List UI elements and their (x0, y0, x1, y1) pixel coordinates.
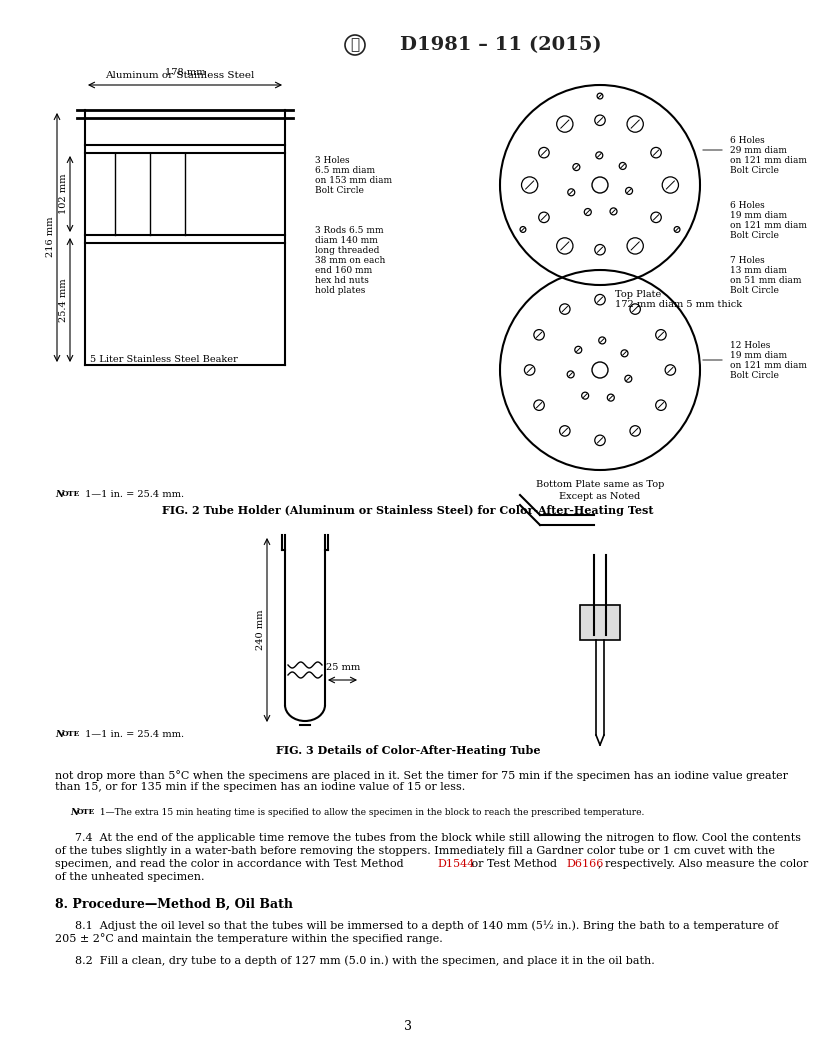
Text: OTE: OTE (62, 730, 80, 738)
Text: 1—1 in. = 25.4 mm.: 1—1 in. = 25.4 mm. (82, 490, 184, 499)
Text: on 121 mm diam: on 121 mm diam (730, 361, 807, 370)
Text: 7.4  At the end of the applicable time remove the tubes from the block while sti: 7.4 At the end of the applicable time re… (75, 833, 801, 843)
Text: of the unheated specimen.: of the unheated specimen. (55, 872, 205, 882)
Text: 3 Rods 6.5 mm: 3 Rods 6.5 mm (315, 226, 384, 235)
Text: 29 mm diam: 29 mm diam (730, 146, 787, 155)
Text: 6.5 mm diam: 6.5 mm diam (315, 166, 375, 175)
Text: , respectively. Also measure the color: , respectively. Also measure the color (598, 859, 809, 869)
Text: 5 Liter Stainless Steel Beaker: 5 Liter Stainless Steel Beaker (90, 355, 237, 364)
Text: Ⓐ: Ⓐ (350, 38, 360, 53)
Text: Bolt Circle: Bolt Circle (730, 371, 779, 380)
Text: 8.1  Adjust the oil level so that the tubes will be immersed to a depth of 140 m: 8.1 Adjust the oil level so that the tub… (75, 920, 778, 930)
Text: 12 Holes: 12 Holes (730, 341, 770, 350)
Text: Top Plate: Top Plate (615, 290, 661, 299)
Text: 8.2  Fill a clean, dry tube to a depth of 127 mm (5.0 in.) with the specimen, an: 8.2 Fill a clean, dry tube to a depth of… (75, 955, 654, 965)
Text: hold plates: hold plates (315, 286, 366, 295)
Text: 172 mm diam 5 mm thick: 172 mm diam 5 mm thick (615, 300, 742, 309)
Text: end 160 mm: end 160 mm (315, 266, 372, 275)
Text: of the tubes slightly in a water-bath before removing the stoppers. Immediately : of the tubes slightly in a water-bath be… (55, 846, 775, 856)
Text: on 51 mm diam: on 51 mm diam (730, 276, 801, 285)
Text: specimen, and read the color in accordance with Test Method: specimen, and read the color in accordan… (55, 859, 407, 869)
Bar (580, 605, 620, 640)
Text: Bolt Circle: Bolt Circle (730, 231, 779, 240)
Text: N: N (55, 730, 64, 739)
Text: OTE: OTE (77, 808, 95, 816)
Text: OTE: OTE (62, 490, 80, 498)
Text: 1—1 in. = 25.4 mm.: 1—1 in. = 25.4 mm. (82, 730, 184, 739)
Text: 240 mm: 240 mm (256, 609, 265, 650)
Text: D1544: D1544 (437, 859, 474, 869)
Text: long threaded: long threaded (315, 246, 379, 254)
Text: D6166: D6166 (566, 859, 603, 869)
Text: hex hd nuts: hex hd nuts (315, 276, 369, 285)
Text: N: N (55, 490, 64, 499)
Text: 19 mm diam: 19 mm diam (730, 351, 787, 360)
Text: 178 mm: 178 mm (165, 68, 206, 77)
Text: FIG. 2 Tube Holder (Aluminum or Stainless Steel) for Color-After-Heating Test: FIG. 2 Tube Holder (Aluminum or Stainles… (162, 505, 654, 516)
Text: 8. Procedure—Method B, Oil Bath: 8. Procedure—Method B, Oil Bath (55, 898, 293, 911)
Text: not drop more than 5°C when the specimens are placed in it. Set the timer for 75: not drop more than 5°C when the specimen… (55, 770, 788, 792)
Text: Bolt Circle: Bolt Circle (730, 166, 779, 175)
Text: FIG. 3 Details of Color-After-Heating Tube: FIG. 3 Details of Color-After-Heating Tu… (276, 744, 540, 756)
Text: 19 mm diam: 19 mm diam (730, 211, 787, 220)
Text: N: N (70, 808, 78, 817)
Text: 25 mm: 25 mm (326, 663, 360, 672)
Text: 13 mm diam: 13 mm diam (730, 266, 787, 275)
Text: 38 mm on each: 38 mm on each (315, 256, 385, 265)
Text: Aluminum or Stainless Steel: Aluminum or Stainless Steel (105, 71, 255, 80)
Text: 102 mm: 102 mm (59, 174, 68, 214)
Text: 6 Holes: 6 Holes (730, 136, 765, 145)
Text: 6 Holes: 6 Holes (730, 201, 765, 210)
Text: 25.4 mm: 25.4 mm (59, 278, 68, 322)
Text: 205 ± 2°C and maintain the temperature within the specified range.: 205 ± 2°C and maintain the temperature w… (55, 934, 443, 944)
Text: diam 140 mm: diam 140 mm (315, 235, 378, 245)
Text: on 121 mm diam: on 121 mm diam (730, 221, 807, 230)
Text: 216 mm: 216 mm (46, 216, 55, 258)
Text: Bolt Circle: Bolt Circle (315, 186, 364, 195)
Text: 3 Holes: 3 Holes (315, 156, 349, 165)
Text: on 153 mm diam: on 153 mm diam (315, 176, 392, 185)
Text: on 121 mm diam: on 121 mm diam (730, 156, 807, 165)
Text: or Test Method: or Test Method (468, 859, 561, 869)
Text: 3: 3 (404, 1020, 412, 1033)
Text: 7 Holes: 7 Holes (730, 256, 765, 265)
Text: 1—The extra 15 min heating time is specified to allow the specimen in the block : 1—The extra 15 min heating time is speci… (97, 808, 645, 817)
Text: D1981 – 11 (2015): D1981 – 11 (2015) (400, 36, 601, 54)
Text: Bottom Plate same as Top: Bottom Plate same as Top (536, 480, 664, 489)
Text: Bolt Circle: Bolt Circle (730, 286, 779, 295)
Text: Except as Noted: Except as Noted (560, 492, 641, 501)
